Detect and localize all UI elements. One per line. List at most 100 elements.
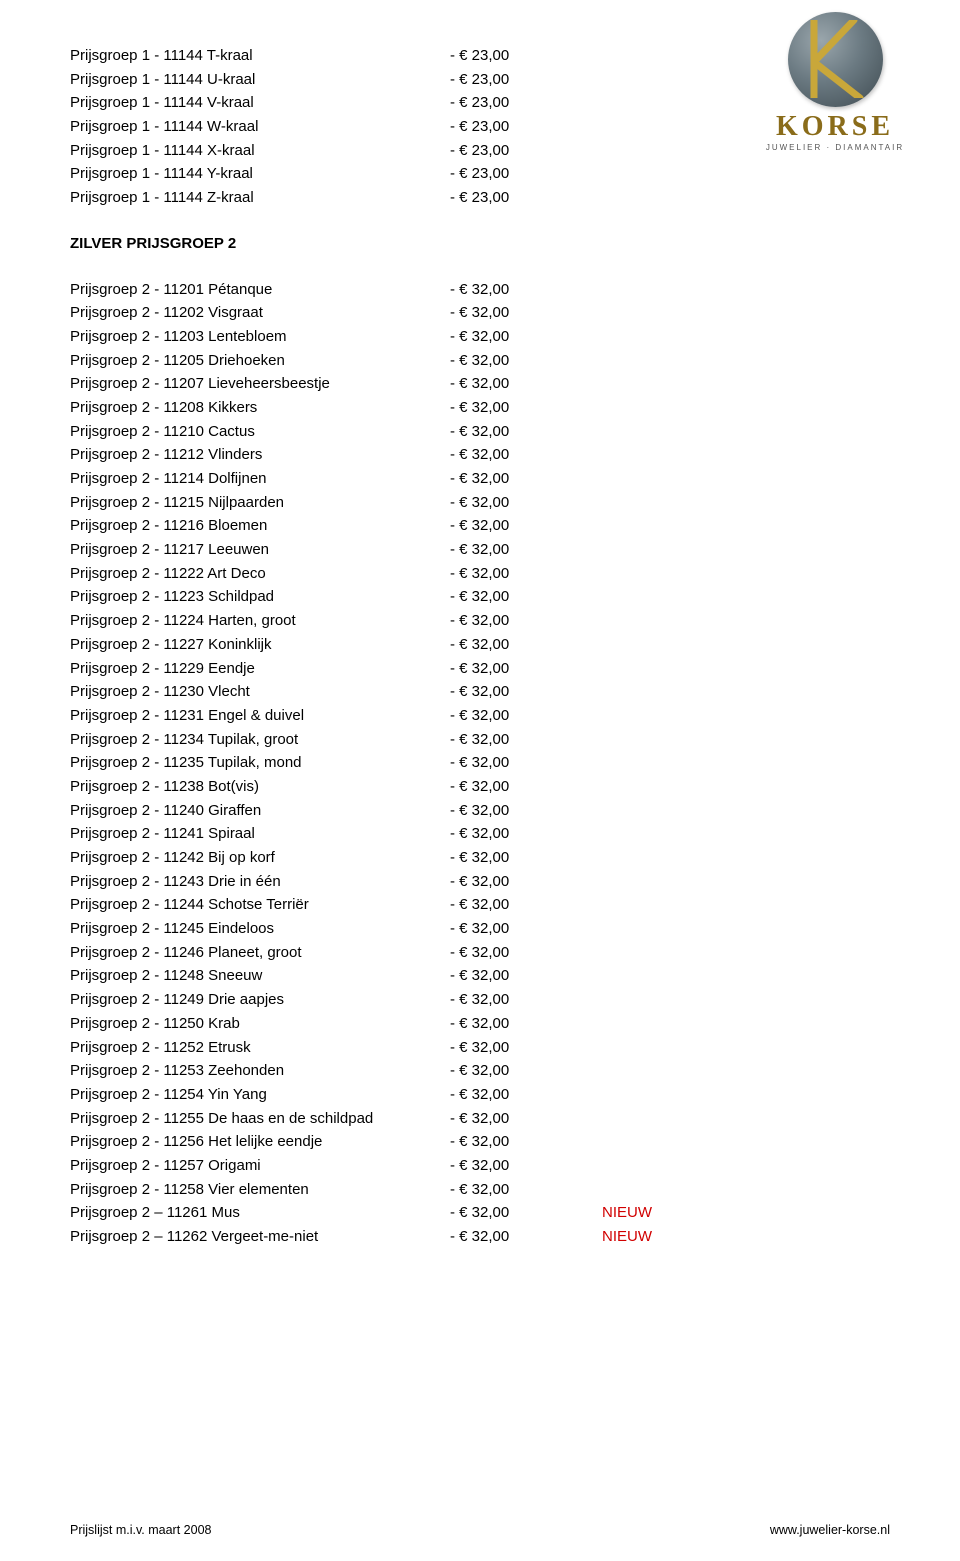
list-item: Prijsgroep 2 - 11217 Leeuwen- € 32,00 <box>70 538 890 562</box>
item-description: Prijsgroep 2 - 11242 Bij op korf <box>70 846 450 870</box>
list-item: Prijsgroep 2 - 11246 Planeet, groot- € 3… <box>70 941 890 965</box>
brand-name: KORSE <box>750 111 920 143</box>
item-price: - € 23,00 <box>450 44 590 68</box>
item-description: Prijsgroep 2 - 11243 Drie in één <box>70 870 450 894</box>
item-price: - € 32,00 <box>450 585 590 609</box>
item-price: - € 32,00 <box>450 870 590 894</box>
list-item: Prijsgroep 2 - 11205 Driehoeken- € 32,00 <box>70 349 890 373</box>
item-description: Prijsgroep 1 - 11144 U-kraal <box>70 68 450 92</box>
item-price: - € 23,00 <box>450 115 590 139</box>
list-item: Prijsgroep 2 - 11248 Sneeuw- € 32,00 <box>70 964 890 988</box>
item-price: - € 32,00 <box>450 1201 590 1225</box>
page-footer: Prijslijst m.i.v. maart 2008 www.juwelie… <box>70 1523 890 1537</box>
list-item: Prijsgroep 2 – 11262 Vergeet-me-niet- € … <box>70 1225 890 1249</box>
item-price: - € 32,00 <box>450 1083 590 1107</box>
item-description: Prijsgroep 2 - 11223 Schildpad <box>70 585 450 609</box>
item-price: - € 32,00 <box>450 538 590 562</box>
list-item: Prijsgroep 2 - 11202 Visgraat- € 32,00 <box>70 301 890 325</box>
item-price: - € 32,00 <box>450 846 590 870</box>
item-description: Prijsgroep 2 - 11207 Lieveheersbeestje <box>70 372 450 396</box>
item-price: - € 32,00 <box>450 657 590 681</box>
list-item: Prijsgroep 2 - 11212 Vlinders- € 32,00 <box>70 443 890 467</box>
item-price: - € 23,00 <box>450 91 590 115</box>
list-item: Prijsgroep 2 - 11244 Schotse Terriër- € … <box>70 893 890 917</box>
item-description: Prijsgroep 2 - 11201 Pétanque <box>70 278 450 302</box>
section-2-rows: Prijsgroep 2 - 11201 Pétanque- € 32,00Pr… <box>70 278 890 1249</box>
item-description: Prijsgroep 2 - 11208 Kikkers <box>70 396 450 420</box>
item-description: Prijsgroep 2 - 11229 Eendje <box>70 657 450 681</box>
item-description: Prijsgroep 2 - 11210 Cactus <box>70 420 450 444</box>
item-price: - € 32,00 <box>450 1012 590 1036</box>
list-item: Prijsgroep 2 - 11229 Eendje- € 32,00 <box>70 657 890 681</box>
item-description: Prijsgroep 2 - 11253 Zeehonden <box>70 1059 450 1083</box>
list-item: Prijsgroep 2 - 11258 Vier elementen- € 3… <box>70 1178 890 1202</box>
nieuw-badge: NIEUW <box>590 1201 652 1225</box>
list-item: Prijsgroep 2 - 11245 Eindeloos- € 32,00 <box>70 917 890 941</box>
item-description: Prijsgroep 2 - 11257 Origami <box>70 1154 450 1178</box>
item-price: - € 32,00 <box>450 1059 590 1083</box>
page: KORSE Juwelier · Diamantair Prijsgroep 1… <box>0 0 960 1561</box>
list-item: Prijsgroep 2 - 11235 Tupilak, mond- € 32… <box>70 751 890 775</box>
section-2-title: ZILVER PRIJSGROEP 2 <box>70 232 890 256</box>
list-item: Prijsgroep 2 - 11223 Schildpad- € 32,00 <box>70 585 890 609</box>
list-item: Prijsgroep 1 - 11144 Z-kraal- € 23,00 <box>70 186 890 210</box>
item-price: - € 32,00 <box>450 1154 590 1178</box>
list-item: Prijsgroep 2 - 11257 Origami- € 32,00 <box>70 1154 890 1178</box>
item-price: - € 32,00 <box>450 941 590 965</box>
item-price: - € 32,00 <box>450 278 590 302</box>
item-description: Prijsgroep 2 - 11234 Tupilak, groot <box>70 728 450 752</box>
list-item: Prijsgroep 2 - 11208 Kikkers- € 32,00 <box>70 396 890 420</box>
item-description: Prijsgroep 2 - 11230 Vlecht <box>70 680 450 704</box>
item-price: - € 32,00 <box>450 775 590 799</box>
item-price: - € 32,00 <box>450 562 590 586</box>
item-price: - € 23,00 <box>450 68 590 92</box>
item-description: Prijsgroep 2 - 11203 Lentebloem <box>70 325 450 349</box>
item-description: Prijsgroep 2 - 11224 Harten, groot <box>70 609 450 633</box>
item-price: - € 32,00 <box>450 680 590 704</box>
item-description: Prijsgroep 2 - 11216 Bloemen <box>70 514 450 538</box>
item-price: - € 32,00 <box>450 514 590 538</box>
list-item: Prijsgroep 1 - 11144 Y-kraal- € 23,00 <box>70 162 890 186</box>
item-description: Prijsgroep 2 - 11240 Giraffen <box>70 799 450 823</box>
item-description: Prijsgroep 2 - 11205 Driehoeken <box>70 349 450 373</box>
item-price: - € 23,00 <box>450 139 590 163</box>
list-item: Prijsgroep 2 - 11256 Het lelijke eendje-… <box>70 1130 890 1154</box>
item-price: - € 32,00 <box>450 396 590 420</box>
footer-left: Prijslijst m.i.v. maart 2008 <box>70 1523 211 1537</box>
item-price: - € 32,00 <box>450 1107 590 1131</box>
item-price: - € 32,00 <box>450 917 590 941</box>
footer-right: www.juwelier-korse.nl <box>770 1523 890 1537</box>
list-item: Prijsgroep 2 - 11255 De haas en de schil… <box>70 1107 890 1131</box>
list-item: Prijsgroep 2 - 11203 Lentebloem- € 32,00 <box>70 325 890 349</box>
list-item: Prijsgroep 2 - 11250 Krab- € 32,00 <box>70 1012 890 1036</box>
list-item: Prijsgroep 2 - 11215 Nijlpaarden- € 32,0… <box>70 491 890 515</box>
item-price: - € 32,00 <box>450 1130 590 1154</box>
item-price: - € 32,00 <box>450 704 590 728</box>
item-description: Prijsgroep 2 - 11256 Het lelijke eendje <box>70 1130 450 1154</box>
list-item: Prijsgroep 2 - 11240 Giraffen- € 32,00 <box>70 799 890 823</box>
item-price: - € 32,00 <box>450 609 590 633</box>
item-description: Prijsgroep 2 – 11261 Mus <box>70 1201 450 1225</box>
list-item: Prijsgroep 2 - 11243 Drie in één- € 32,0… <box>70 870 890 894</box>
list-item: Prijsgroep 2 - 11254 Yin Yang- € 32,00 <box>70 1083 890 1107</box>
item-description: Prijsgroep 1 - 11144 W-kraal <box>70 115 450 139</box>
list-item: Prijsgroep 2 - 11201 Pétanque- € 32,00 <box>70 278 890 302</box>
item-description: Prijsgroep 1 - 11144 Z-kraal <box>70 186 450 210</box>
item-description: Prijsgroep 2 - 11255 De haas en de schil… <box>70 1107 450 1131</box>
item-price: - € 32,00 <box>450 893 590 917</box>
list-item: Prijsgroep 2 - 11249 Drie aapjes- € 32,0… <box>70 988 890 1012</box>
item-price: - € 32,00 <box>450 443 590 467</box>
item-description: Prijsgroep 2 - 11245 Eindeloos <box>70 917 450 941</box>
item-price: - € 32,00 <box>450 349 590 373</box>
item-description: Prijsgroep 2 - 11212 Vlinders <box>70 443 450 467</box>
list-item: Prijsgroep 2 - 11238 Bot(vis)- € 32,00 <box>70 775 890 799</box>
list-item: Prijsgroep 2 – 11261 Mus- € 32,00NIEUW <box>70 1201 890 1225</box>
item-price: - € 32,00 <box>450 822 590 846</box>
list-item: Prijsgroep 2 - 11231 Engel & duivel- € 3… <box>70 704 890 728</box>
item-description: Prijsgroep 2 - 11244 Schotse Terriër <box>70 893 450 917</box>
item-description: Prijsgroep 2 - 11238 Bot(vis) <box>70 775 450 799</box>
item-price: - € 32,00 <box>450 964 590 988</box>
item-description: Prijsgroep 1 - 11144 X-kraal <box>70 139 450 163</box>
item-description: Prijsgroep 2 - 11214 Dolfijnen <box>70 467 450 491</box>
item-description: Prijsgroep 2 - 11227 Koninklijk <box>70 633 450 657</box>
